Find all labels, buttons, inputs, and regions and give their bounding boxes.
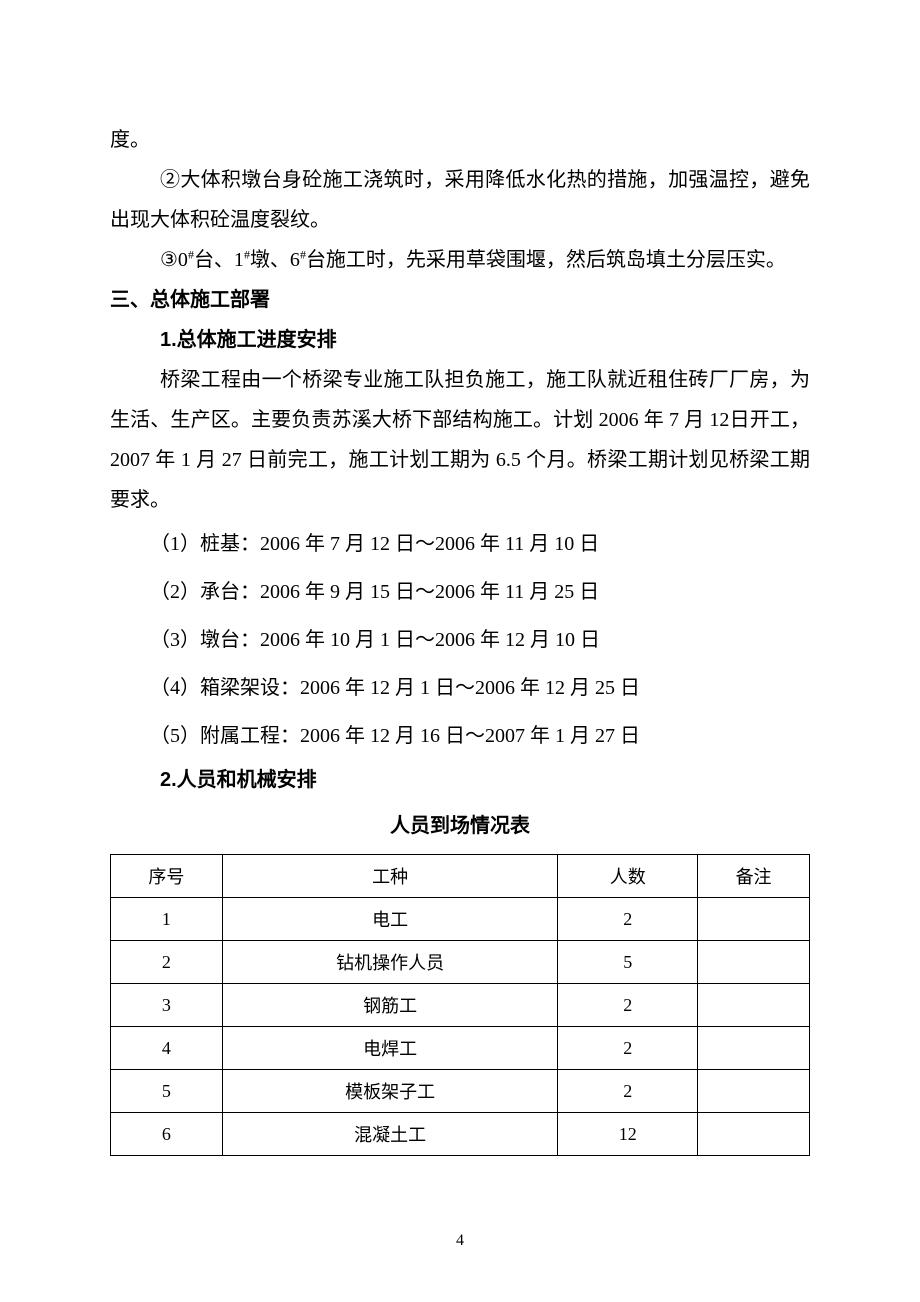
text-part: 墩、6 <box>250 249 300 271</box>
cell-note <box>698 1070 810 1113</box>
cell-count: 5 <box>558 941 698 984</box>
cell-type: 混凝土工 <box>222 1113 558 1156</box>
cell-seq: 5 <box>111 1070 223 1113</box>
cell-count: 2 <box>558 898 698 941</box>
header-note: 备注 <box>698 855 810 898</box>
page-number: 4 <box>0 1232 920 1250</box>
cell-note <box>698 984 810 1027</box>
schedule-item: （5）附属工程：2006 年 12 月 16 日～2007 年 1 月 27 日 <box>110 712 810 760</box>
paragraph-continuation: 度。 <box>110 120 810 160</box>
cell-note <box>698 1027 810 1070</box>
table-row: 5 模板架子工 2 <box>111 1070 810 1113</box>
paragraph-item-2: ②大体积墩台身砼施工浇筑时，采用降低水化热的措施，加强温控，避免出现大体积砼温度… <box>110 160 810 240</box>
cell-seq: 2 <box>111 941 223 984</box>
cell-count: 12 <box>558 1113 698 1156</box>
table-row: 3 钢筋工 2 <box>111 984 810 1027</box>
cell-seq: 4 <box>111 1027 223 1070</box>
text-part: 台、1 <box>194 249 244 271</box>
intro-paragraph: 桥梁工程由一个桥梁专业施工队担负施工，施工队就近租住砖厂厂房，为生活、生产区。主… <box>110 360 810 520</box>
text-part: ③0 <box>160 249 188 271</box>
schedule-item: （2）承台：2006 年 9 月 15 日～2006 年 11 月 25 日 <box>110 568 810 616</box>
table-row: 1 电工 2 <box>111 898 810 941</box>
header-count: 人数 <box>558 855 698 898</box>
table-header-row: 序号 工种 人数 备注 <box>111 855 810 898</box>
cell-count: 2 <box>558 1027 698 1070</box>
cell-type: 电工 <box>222 898 558 941</box>
cell-note <box>698 1113 810 1156</box>
section-heading-3: 三、总体施工部署 <box>110 280 810 320</box>
cell-type: 钢筋工 <box>222 984 558 1027</box>
subsection-heading-1: 1.总体施工进度安排 <box>110 320 810 360</box>
schedule-item: （4）箱梁架设：2006 年 12 月 1 日～2006 年 12 月 25 日 <box>110 664 810 712</box>
table-row: 6 混凝土工 12 <box>111 1113 810 1156</box>
personnel-table: 序号 工种 人数 备注 1 电工 2 2 钻机操作人员 5 3 钢筋工 2 4 … <box>110 854 810 1156</box>
schedule-item: （1）桩基：2006 年 7 月 12 日～2006 年 11 月 10 日 <box>110 520 810 568</box>
cell-note <box>698 941 810 984</box>
cell-seq: 3 <box>111 984 223 1027</box>
cell-count: 2 <box>558 1070 698 1113</box>
schedule-item: （3）墩台：2006 年 10 月 1 日～2006 年 12 月 10 日 <box>110 616 810 664</box>
cell-type: 模板架子工 <box>222 1070 558 1113</box>
text-part: 台施工时，先采用草袋围堰，然后筑岛填土分层压实。 <box>306 249 786 271</box>
cell-seq: 6 <box>111 1113 223 1156</box>
header-seq: 序号 <box>111 855 223 898</box>
cell-type: 钻机操作人员 <box>222 941 558 984</box>
cell-count: 2 <box>558 984 698 1027</box>
subsection-heading-2: 2.人员和机械安排 <box>110 760 810 800</box>
table-row: 2 钻机操作人员 5 <box>111 941 810 984</box>
cell-seq: 1 <box>111 898 223 941</box>
paragraph-item-3: ③0#台、1#墩、6#台施工时，先采用草袋围堰，然后筑岛填土分层压实。 <box>110 240 810 280</box>
header-type: 工种 <box>222 855 558 898</box>
cell-type: 电焊工 <box>222 1027 558 1070</box>
table-title: 人员到场情况表 <box>110 804 810 848</box>
cell-note <box>698 898 810 941</box>
table-row: 4 电焊工 2 <box>111 1027 810 1070</box>
